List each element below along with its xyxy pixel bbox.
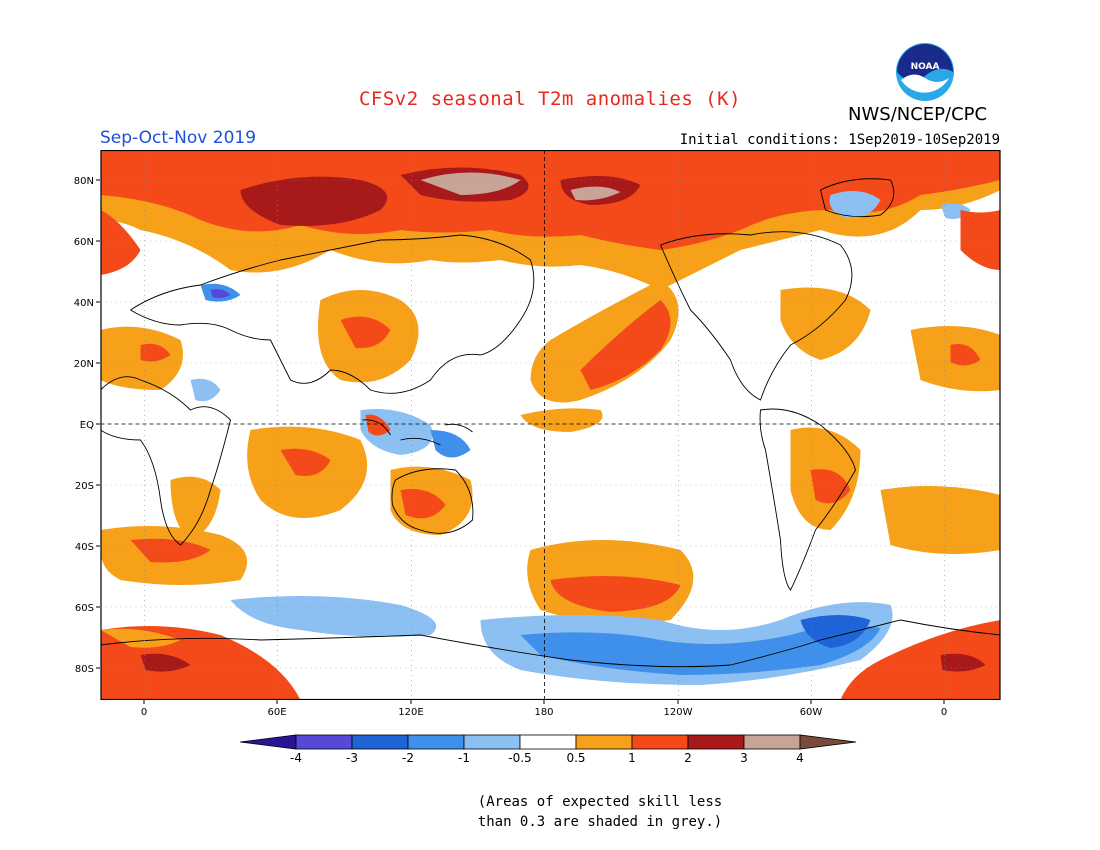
lat-label: 60S <box>75 603 94 614</box>
anomaly-field <box>100 150 1001 700</box>
colorbar-label: 4 <box>796 751 804 765</box>
lat-label: 40N <box>74 298 94 309</box>
colorbar-label: -0.5 <box>508 751 531 765</box>
lat-label: 20N <box>74 359 94 370</box>
latitude-axis: 80N 60N 40N 20N EQ 20S 40S 60S 80S <box>74 176 100 675</box>
colorbar-segment <box>463 734 521 750</box>
colorbar-segment <box>519 734 577 750</box>
lat-label: 80S <box>75 664 94 675</box>
colorbar-labels: -4 -3 -2 -1 -0.5 0.5 1 2 3 4 <box>290 751 804 765</box>
season-label: Sep-Oct-Nov 2019 <box>100 128 257 148</box>
skill-note: (Areas of expected skill less than 0.3 a… <box>440 792 760 832</box>
agency-label: NWS/NCEP/CPC <box>848 104 988 125</box>
initial-conditions-label: Initial conditions: 1Sep2019-10Sep2019 <box>679 132 1000 148</box>
colorbar-label: 0.5 <box>566 751 585 765</box>
skill-note-line: (Areas of expected skill less <box>477 794 723 810</box>
coastlines <box>100 178 1001 668</box>
colorbar-segment <box>575 734 633 750</box>
lon-label: 60W <box>800 707 823 718</box>
lon-label: 60E <box>267 707 286 718</box>
colorbar-segment <box>687 734 745 750</box>
colorbar-segments <box>240 734 857 750</box>
lat-label: 80N <box>74 176 94 187</box>
colorbar-segment <box>743 734 801 750</box>
noaa-logo: NOAA <box>896 43 954 101</box>
lat-label: 40S <box>75 542 94 553</box>
colorbar-label: 2 <box>684 751 692 765</box>
skill-note-line: than 0.3 are shaded in grey.) <box>477 814 723 830</box>
lon-label: 0 <box>141 707 147 718</box>
map-title: CFSv2 seasonal T2m anomalies (K) <box>358 88 742 110</box>
colorbar-arrow-right <box>799 734 857 750</box>
colorbar-label: -1 <box>458 751 470 765</box>
colorbar-label: -2 <box>402 751 414 765</box>
noaa-logo-text: NOAA <box>911 62 940 72</box>
lon-label: 120W <box>664 707 693 718</box>
colorbar-arrow-left <box>240 734 297 750</box>
colorbar-segment <box>295 734 353 750</box>
colorbar-label: 1 <box>628 751 636 765</box>
colorbar-label: -3 <box>346 751 358 765</box>
lat-label: 20S <box>75 481 94 492</box>
anomaly-map <box>100 150 1001 700</box>
longitude-axis: 0 60E 120E 180 120W 60W 0 <box>141 700 947 718</box>
colorbar: -4 -3 -2 -1 -0.5 0.5 1 2 3 4 <box>240 734 857 765</box>
lon-label: 0 <box>941 707 947 718</box>
colorbar-segment <box>407 734 465 750</box>
colorbar-segment <box>351 734 409 750</box>
lat-label: 60N <box>74 237 94 248</box>
graticule <box>100 150 1001 700</box>
reference-lines <box>100 150 1001 700</box>
lon-label: 180 <box>534 707 553 718</box>
lon-label: 120E <box>398 707 423 718</box>
colorbar-label: 3 <box>740 751 748 765</box>
map-frame <box>100 150 1001 700</box>
colorbar-label: -4 <box>290 751 302 765</box>
lat-label: EQ <box>80 420 94 431</box>
colorbar-segment <box>631 734 689 750</box>
